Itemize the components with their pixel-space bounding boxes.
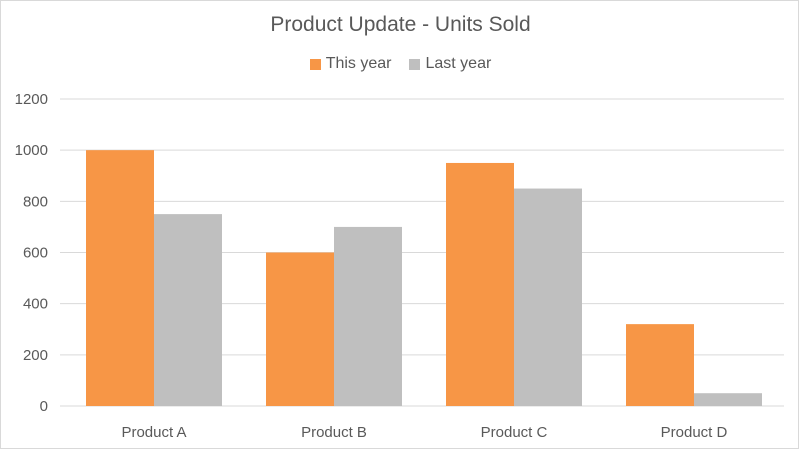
bar-this-year	[86, 150, 154, 406]
x-tick-label: Product C	[481, 424, 548, 441]
x-tick-label: Product A	[121, 424, 186, 441]
bar-last-year	[514, 188, 582, 406]
bar-this-year	[626, 324, 694, 406]
legend-label: This year	[325, 55, 392, 72]
y-tick-label: 1200	[15, 91, 48, 108]
legend: This year Last year	[1, 55, 798, 73]
bar-last-year	[334, 226, 402, 406]
x-tick-label: Product B	[301, 424, 367, 441]
y-tick-label: 400	[23, 296, 48, 313]
y-tick-label: 600	[23, 245, 48, 262]
y-tick-label: 800	[23, 193, 48, 210]
legend-item-last-year: Last year	[409, 55, 491, 73]
bar-last-year	[154, 214, 222, 406]
legend-swatch-last-year	[409, 58, 421, 70]
x-tick-label: Product D	[661, 424, 728, 441]
bar-this-year	[446, 162, 514, 406]
legend-item-this-year: This year	[309, 55, 392, 73]
y-tick-label: 1000	[15, 142, 48, 159]
bar-this-year	[266, 252, 334, 406]
bar-last-year	[694, 393, 762, 406]
y-tick-label: 0	[40, 398, 48, 415]
legend-label: Last year	[425, 55, 492, 72]
legend-swatch-this-year	[309, 58, 321, 70]
chart-title: Product Update - Units Sold	[270, 13, 531, 36]
y-tick-label: 200	[23, 347, 48, 364]
